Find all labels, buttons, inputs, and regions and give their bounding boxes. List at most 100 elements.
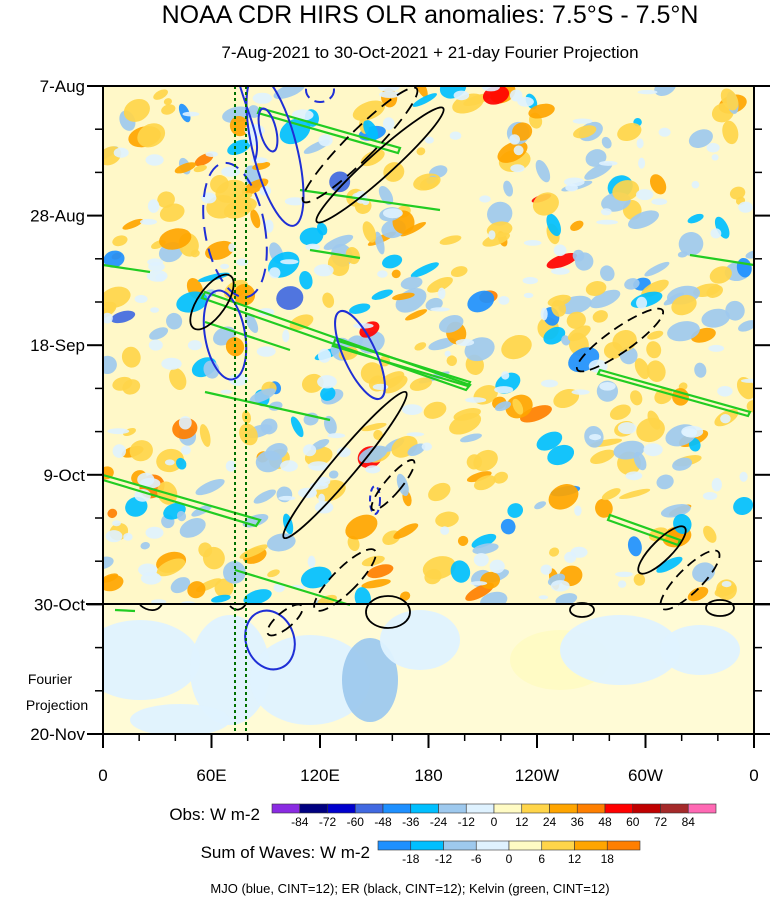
anomaly-cell (550, 580, 570, 592)
anomaly-cell (199, 424, 211, 447)
colorbar-swatch (354, 803, 384, 814)
anomaly-cell (282, 329, 290, 343)
anomaly-cell (289, 314, 314, 331)
anomaly-cell (722, 120, 739, 145)
colorbar-swatch (549, 803, 578, 814)
anomaly-cell (574, 505, 582, 516)
anomaly-cell (714, 216, 730, 239)
anomaly-cell (633, 573, 646, 586)
anomaly-cell (220, 263, 230, 270)
anomaly-cell (157, 191, 175, 208)
anomaly-cell (228, 243, 236, 252)
colorbar-swatch (327, 803, 356, 814)
anomaly-cell (706, 142, 720, 153)
anomaly-cell (159, 228, 192, 250)
anomaly-cell (318, 134, 333, 147)
colorbar-tick-label: -12 (435, 852, 453, 866)
colorbar-tick-label: 24 (543, 815, 557, 829)
colorbar-tick-label: -48 (374, 815, 392, 829)
anomaly-cell (658, 127, 671, 137)
anomaly-cell (318, 348, 331, 363)
anomaly-cell (473, 553, 489, 567)
anomaly-cell (438, 315, 464, 333)
anomaly-cell (313, 264, 334, 277)
anomaly-cell (656, 474, 674, 490)
colorbar-swatch (438, 803, 467, 814)
anomaly-cell (205, 151, 218, 157)
anomaly-cell (112, 444, 127, 458)
anomaly-cell (599, 382, 616, 391)
anomaly-cell (636, 138, 644, 149)
projection-cell (130, 704, 230, 734)
anomaly-cell (570, 220, 584, 231)
anomaly-cell (595, 498, 613, 518)
anomaly-cell (392, 292, 415, 301)
anomaly-cell (498, 296, 510, 305)
colorbar-tick-label: -12 (458, 815, 476, 829)
anomaly-cell (609, 404, 631, 420)
anomaly-cell (523, 240, 542, 246)
anomaly-cell (252, 92, 273, 104)
anomaly-cell (280, 460, 298, 472)
anomaly-cell (589, 434, 602, 441)
anomaly-cell (500, 518, 516, 535)
plot-area (103, 86, 754, 734)
colorbar-swatch (382, 803, 412, 814)
colorbar-tick-label: 72 (654, 815, 668, 829)
anomaly-cell (362, 221, 377, 243)
anomaly-cell (636, 296, 648, 309)
x-tick-label: 0 (749, 766, 758, 785)
anomaly-cell (449, 131, 462, 140)
anomaly-cell (494, 386, 514, 394)
colorbar-tick-label: -18 (402, 852, 420, 866)
anomaly-cell (159, 203, 185, 222)
colorbar-tick-label: 84 (682, 815, 696, 829)
anomaly-cell (624, 278, 640, 290)
anomaly-cell (739, 471, 748, 482)
anomaly-cell (112, 235, 128, 247)
anomaly-cell (301, 373, 324, 393)
anomaly-cell (444, 350, 451, 357)
anomaly-cell (421, 442, 432, 451)
anomaly-cell (538, 595, 549, 600)
anomaly-cell (221, 166, 241, 177)
anomaly-cell (481, 86, 500, 92)
anomaly-cell (494, 401, 512, 412)
anomaly-cell (103, 556, 114, 570)
colorbar-tick-label: -6 (471, 852, 482, 866)
anomaly-cell (717, 386, 733, 397)
anomaly-cell (638, 157, 646, 169)
anomaly-cell (239, 423, 258, 446)
anomaly-cell (672, 457, 693, 471)
anomaly-cell (600, 208, 612, 216)
anomaly-cell (303, 444, 317, 457)
anomaly-cell (547, 444, 575, 466)
anomaly-cell (651, 198, 668, 205)
colorbar-swatch (574, 840, 608, 851)
anomaly-cell (630, 390, 643, 406)
anomaly-cell (345, 514, 378, 540)
colorbar-tick-label: -72 (319, 815, 337, 829)
chart-title: NOAA CDR HIRS OLR anomalies: 7.5°S - 7.5… (162, 1, 699, 29)
anomaly-cell (572, 249, 585, 262)
anomaly-cell (694, 362, 707, 378)
anomaly-cell (129, 440, 153, 462)
anomaly-cell (105, 530, 123, 543)
colorbar-swatch (475, 840, 510, 851)
anomaly-cell (687, 586, 709, 602)
anomaly-cell (148, 339, 163, 351)
anomaly-cell (689, 438, 701, 452)
anomaly-cell (205, 240, 235, 260)
anomaly-cell (646, 360, 666, 382)
anomaly-cell (243, 589, 272, 605)
anomaly-cell (299, 271, 313, 290)
projection-label-line1: Fourier (28, 671, 73, 687)
anomaly-cell (245, 312, 259, 334)
anomaly-cell (137, 472, 155, 487)
anomaly-cell (725, 300, 745, 321)
anomaly-cell (738, 201, 753, 213)
anomaly-cell (324, 415, 337, 435)
anomaly-cell (733, 496, 754, 516)
anomaly-cell (460, 433, 482, 443)
anomaly-cell (156, 558, 186, 577)
